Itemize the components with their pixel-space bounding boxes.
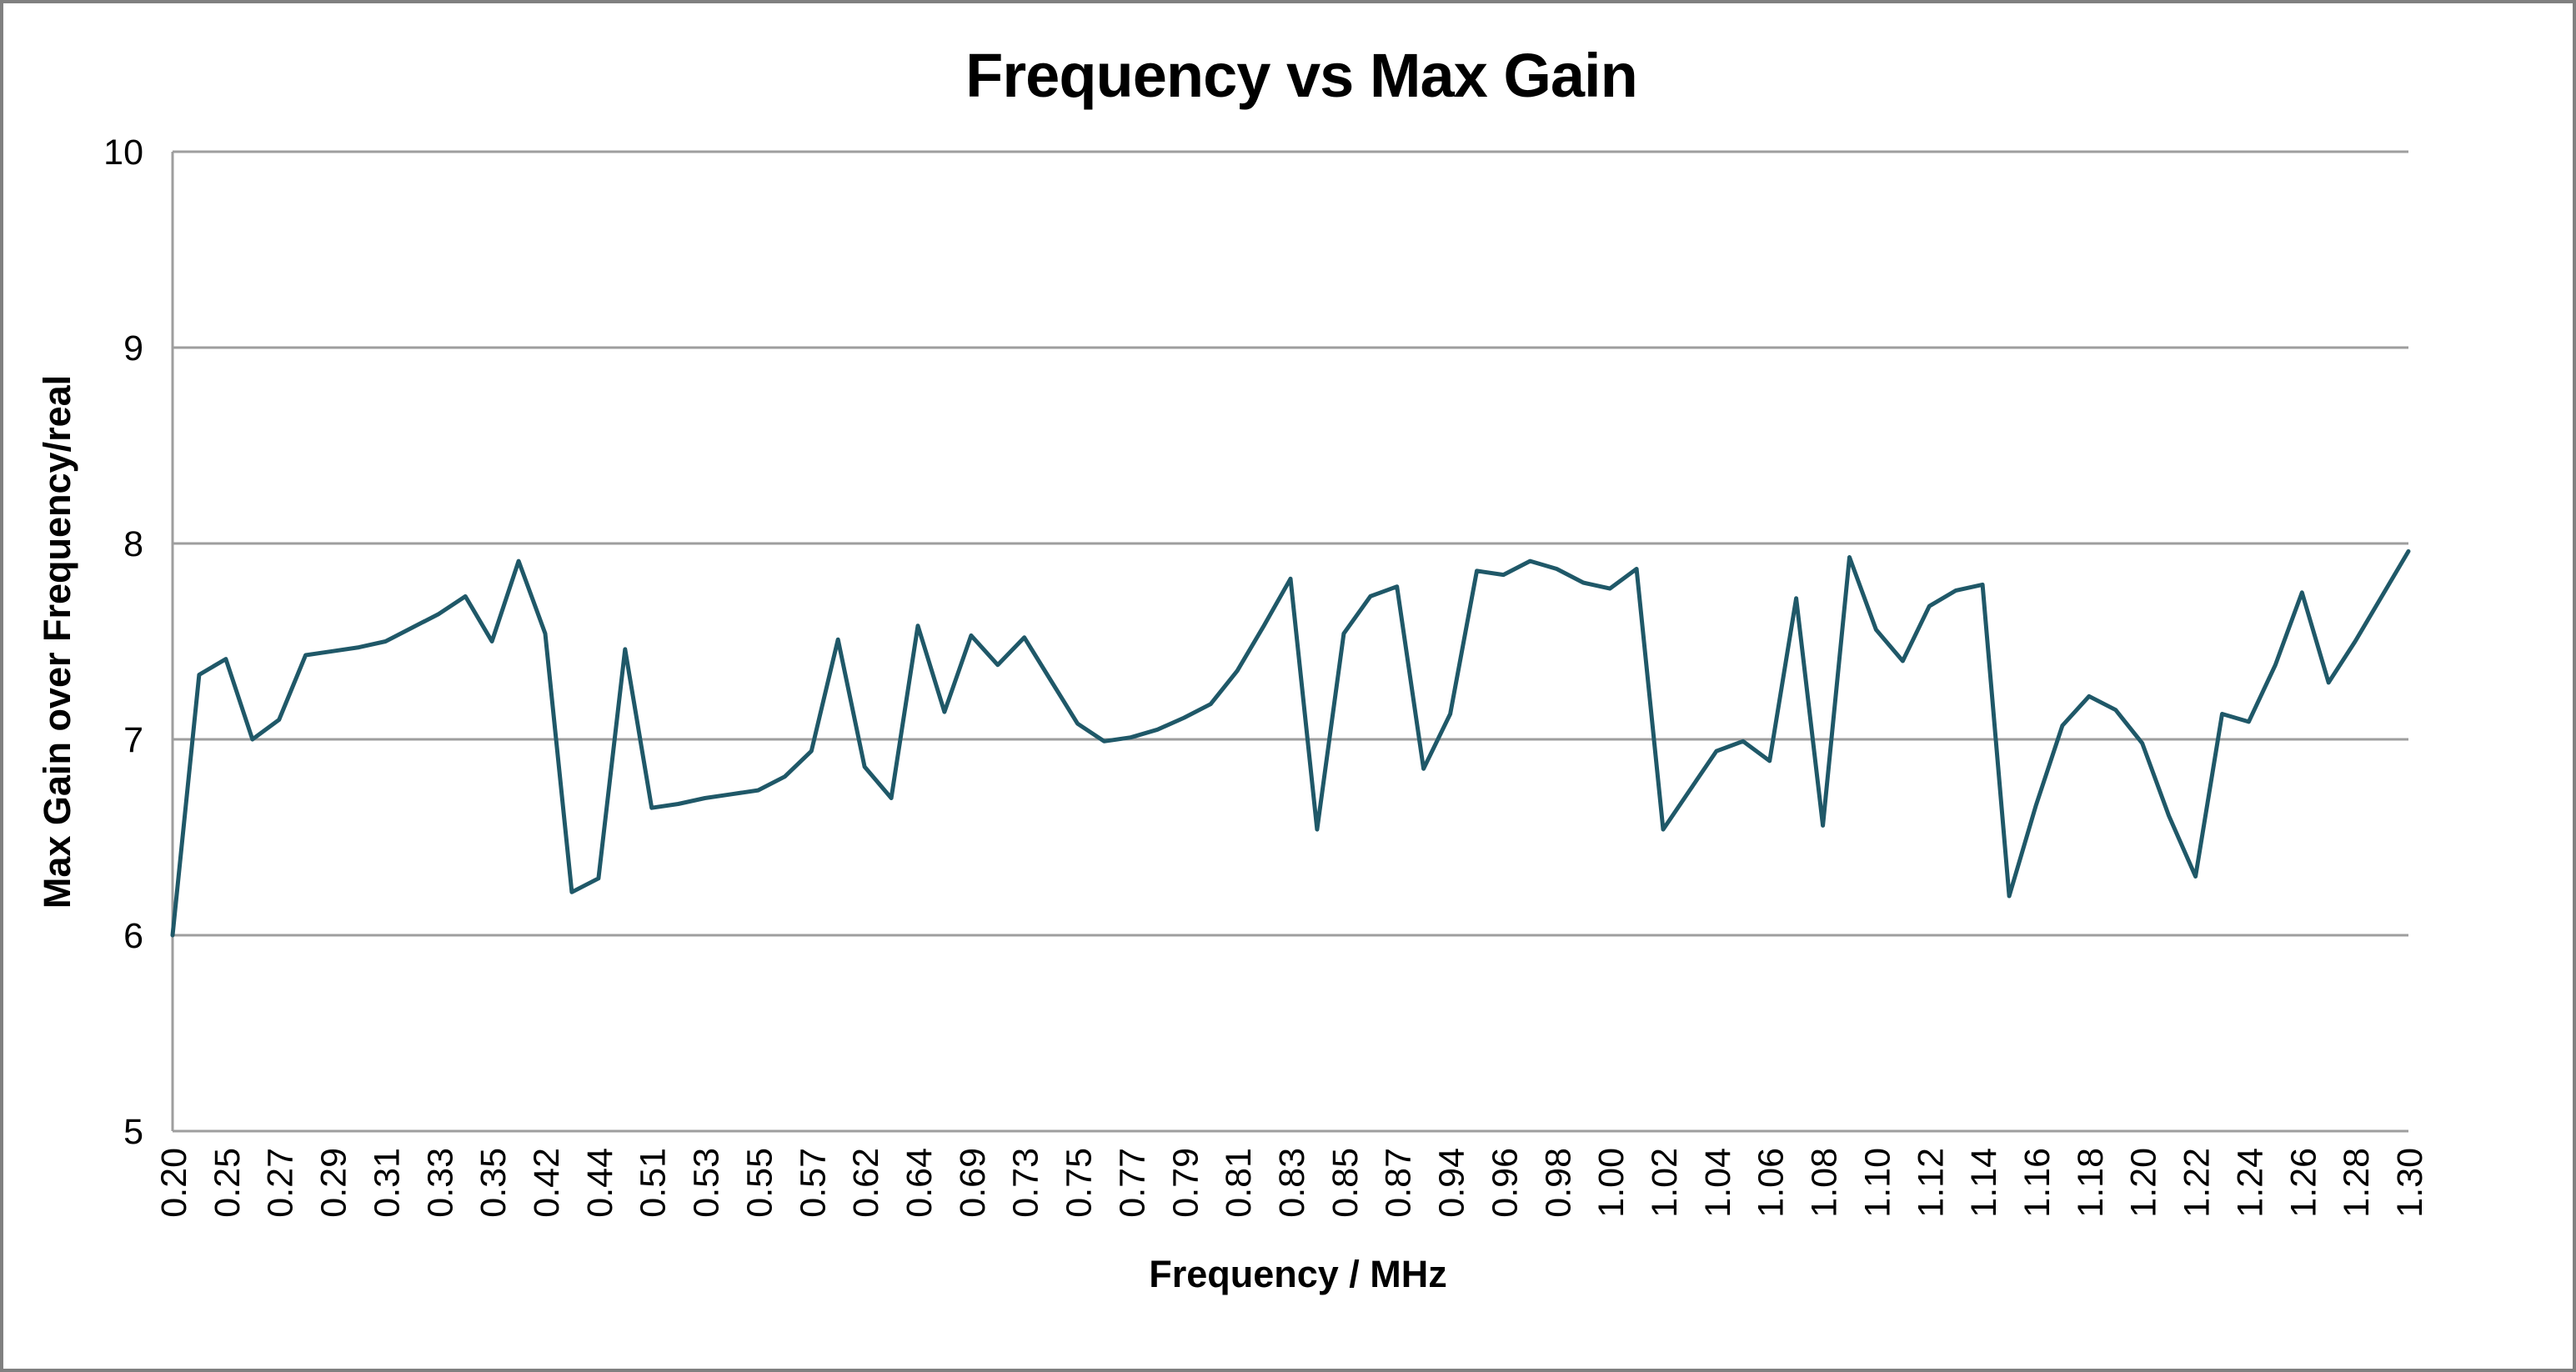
x-tick-label-0.20: 0.20 [154,1148,194,1218]
x-tick-label-0.94: 0.94 [1432,1148,1472,1218]
x-tick-label-1.28: 1.28 [2337,1148,2377,1218]
x-tick-label-0.62: 0.62 [846,1148,886,1218]
x-tick-label-1.22: 1.22 [2178,1148,2218,1218]
x-tick-label-0.77: 0.77 [1112,1148,1152,1218]
x-tick-label-0.85: 0.85 [1326,1148,1366,1218]
x-tick-label-1.00: 1.00 [1591,1148,1631,1218]
series-line-max-gain [170,548,2411,938]
x-tick-label-1.08: 1.08 [1805,1148,1845,1218]
x-tick-label-1.26: 1.26 [2283,1148,2323,1218]
x-tick-label-1.24: 1.24 [2230,1148,2270,1218]
x-tick-label-0.73: 0.73 [1006,1148,1046,1218]
y-tick-labels-group: 10 9 8 7 6 5 [103,133,143,1152]
x-tick-label-1.10: 1.10 [1857,1148,1897,1218]
x-tick-label-0.64: 0.64 [900,1148,940,1218]
x-tick-label-0.81: 0.81 [1219,1148,1259,1218]
x-tick-label-0.75: 0.75 [1060,1148,1100,1218]
x-tick-label-0.33: 0.33 [420,1148,460,1218]
x-tick-label-0.29: 0.29 [314,1148,354,1218]
x-tick-label-1.04: 1.04 [1698,1148,1738,1218]
x-tick-label-0.35: 0.35 [474,1148,514,1218]
x-tick-label-1.16: 1.16 [2017,1148,2057,1218]
gridlines-group [173,150,2408,1133]
x-tick-label-1.18: 1.18 [2071,1148,2111,1218]
x-tick-label-0.44: 0.44 [580,1148,620,1218]
x-tick-label-1.30: 1.30 [2390,1148,2430,1218]
x-tick-label-1.20: 1.20 [2124,1148,2164,1218]
y-tick-label-9: 9 [123,328,143,368]
y-tick-label-6: 6 [123,916,143,956]
x-tick-label-0.98: 0.98 [1538,1148,1578,1218]
series-group [170,548,2411,938]
x-tick-label-0.53: 0.53 [687,1148,727,1218]
x-tick-label-1.14: 1.14 [1964,1148,2004,1218]
y-tick-label-10: 10 [103,133,143,173]
x-tick-label-0.69: 0.69 [953,1148,993,1218]
x-tick-label-1.06: 1.06 [1752,1148,1792,1218]
x-tick-label-1.02: 1.02 [1645,1148,1685,1218]
y-tick-label-8: 8 [123,524,143,564]
x-tick-label-0.55: 0.55 [739,1148,779,1218]
x-tick-label-0.31: 0.31 [367,1148,407,1218]
x-tick-label-0.51: 0.51 [634,1148,674,1218]
x-tick-label-0.57: 0.57 [793,1148,833,1218]
x-tick-label-1.12: 1.12 [1911,1148,1951,1218]
x-tick-label-0.42: 0.42 [527,1148,567,1218]
x-tick-label-0.83: 0.83 [1272,1148,1312,1218]
x-axis-title: Frequency / MHz [1149,1253,1447,1295]
y-axis-title: Max Gain over Frequency/real [36,375,78,909]
x-tick-label-0.25: 0.25 [208,1148,248,1218]
x-tick-label-0.87: 0.87 [1379,1148,1419,1218]
x-tick-label-0.27: 0.27 [261,1148,301,1218]
chart-title: Frequency vs Max Gain [965,41,1637,110]
y-tick-label-7: 7 [123,720,143,760]
line-chart: Frequency vs Max Gain Max Gain over Freq… [36,41,2430,1295]
x-tick-label-0.79: 0.79 [1165,1148,1205,1218]
x-tick-label-0.96: 0.96 [1485,1148,1525,1218]
y-tick-label-5: 5 [123,1112,143,1152]
x-tick-labels-group: 0.20 0.25 0.27 0.29 0.31 0.33 0.35 0.42 0.44 0.51… [154,1148,2430,1218]
